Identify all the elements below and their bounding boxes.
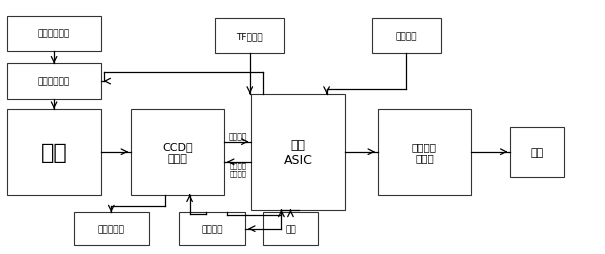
Bar	[263, 212, 318, 245]
Bar	[378, 109, 471, 195]
Bar	[7, 64, 101, 99]
Text: 光照探头: 光照探头	[396, 32, 417, 41]
Text: 清洗液存储器: 清洗液存储器	[38, 29, 70, 39]
Text: 视频信号: 视频信号	[229, 132, 247, 141]
Text: 话筒: 话筒	[285, 224, 296, 233]
Text: 微型液晶
显示器: 微型液晶 显示器	[412, 141, 437, 163]
Bar	[371, 19, 441, 54]
Text: 红外照明器: 红外照明器	[98, 224, 125, 233]
Text: 目镜: 目镜	[531, 147, 544, 157]
Text: 物镜: 物镜	[41, 142, 68, 162]
Text: 主控
ASIC: 主控 ASIC	[284, 138, 312, 166]
Text: CCD成
像模组: CCD成 像模组	[162, 141, 193, 163]
Bar	[215, 19, 284, 54]
Bar	[251, 94, 345, 210]
Text: TF存储卡: TF存储卡	[237, 32, 263, 41]
Text: 清洗液喷射器: 清洗液喷射器	[38, 77, 70, 86]
Bar	[510, 127, 564, 177]
Bar	[7, 17, 101, 52]
Bar	[179, 212, 245, 245]
Bar	[131, 109, 224, 195]
Text: 电源模块: 电源模块	[201, 224, 223, 233]
Bar	[74, 212, 149, 245]
Text: 红外照明
控制信号: 红外照明 控制信号	[229, 162, 246, 176]
Bar	[7, 109, 101, 195]
